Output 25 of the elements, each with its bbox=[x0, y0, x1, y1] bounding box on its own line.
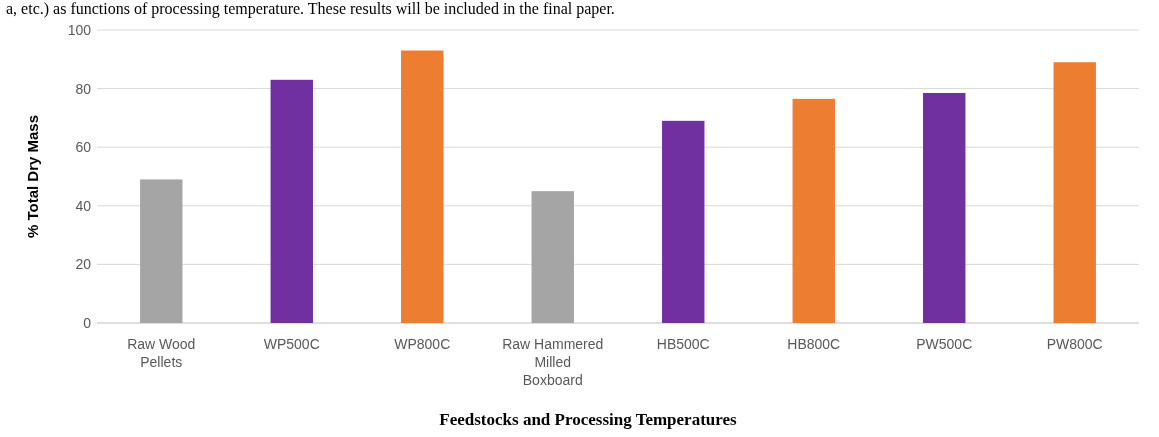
y-tick-label: 100 bbox=[67, 21, 92, 38]
bar bbox=[270, 79, 313, 323]
bar bbox=[140, 179, 183, 323]
y-tick-label: 0 bbox=[83, 314, 92, 331]
bar bbox=[531, 191, 574, 323]
bar bbox=[923, 93, 966, 323]
y-tick-label: 80 bbox=[75, 80, 92, 97]
x-tick-label: WP500C bbox=[263, 336, 320, 352]
x-axis-title: Feedstocks and Processing Temperatures bbox=[439, 410, 738, 429]
y-axis-title: % Total Dry Mass bbox=[24, 114, 41, 239]
x-tick-label: Raw Wood Pellets bbox=[127, 336, 196, 370]
x-tick-label: HB800C bbox=[787, 336, 841, 352]
bar bbox=[662, 120, 705, 323]
bar bbox=[401, 50, 444, 323]
x-tick-label: HB500C bbox=[656, 336, 710, 352]
x-tick-label: PW800C bbox=[1046, 336, 1103, 352]
bar bbox=[1053, 62, 1096, 323]
y-tick-label: 40 bbox=[75, 197, 92, 214]
y-tick-label: 60 bbox=[75, 139, 92, 156]
x-tick-label: WP800C bbox=[394, 336, 451, 352]
y-tick-label: 20 bbox=[75, 256, 92, 273]
x-tick-label: Raw Hammered Milled Boxboard bbox=[502, 336, 604, 388]
text: a, etc.) as functions of processing temperature. These results will be included in the final paper. bbox=[6, 0, 615, 18]
x-tick-label: PW500C bbox=[916, 336, 973, 352]
bar bbox=[792, 98, 835, 323]
